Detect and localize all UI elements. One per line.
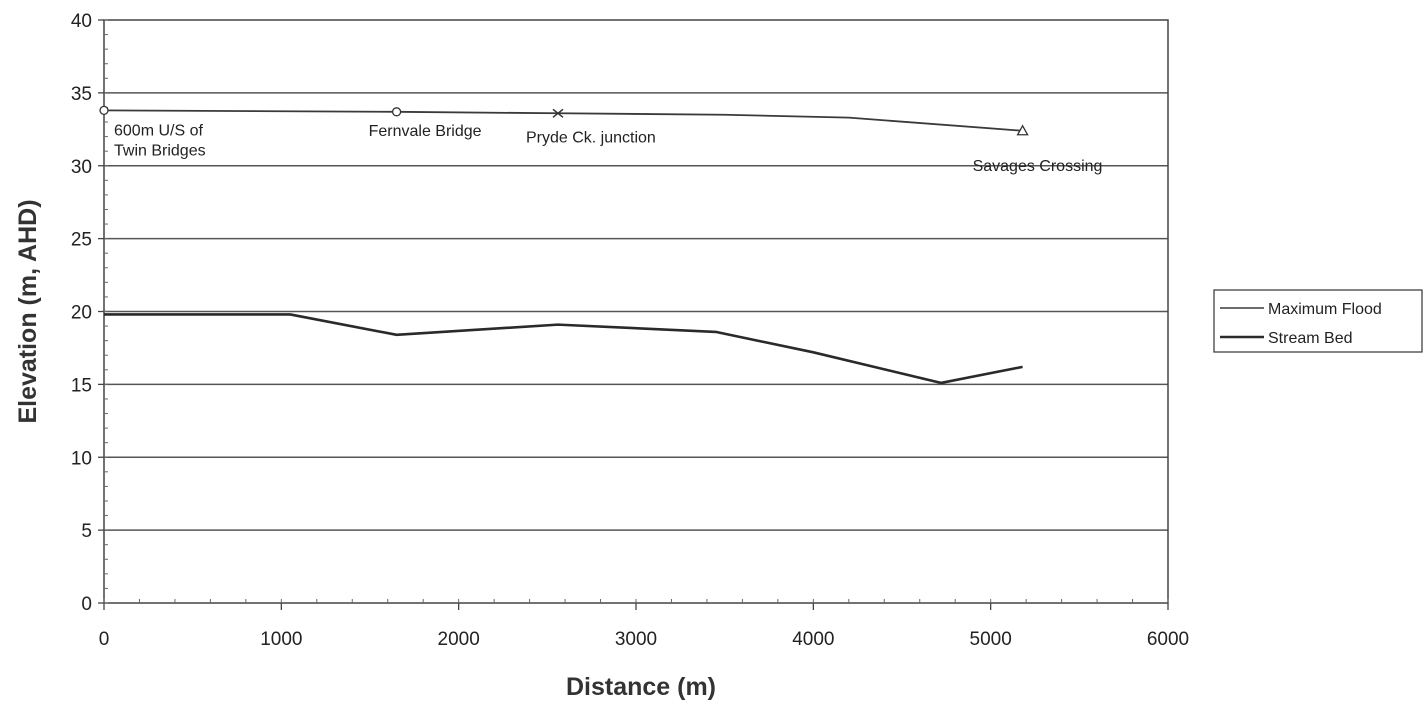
x-tick-label: 2000	[438, 629, 480, 650]
x-tick-label: 4000	[792, 629, 834, 650]
x-tick-label: 1000	[260, 629, 302, 650]
x-tick-label: 5000	[970, 629, 1012, 650]
x-axis-minor-ticks	[103, 599, 1169, 603]
y-axis-tick-labels: 0 5 10 15 20 25 30 35 40	[71, 11, 104, 615]
series-line-stream-bed	[104, 313, 1023, 385]
legend-box	[1213, 289, 1423, 353]
annotation-label: Pryde Ck. junction	[526, 129, 656, 146]
y-axis-minor-ticks	[104, 19, 108, 604]
point-marker	[391, 107, 402, 117]
legend-label: Stream Bed	[1268, 330, 1352, 347]
annotation-label: 600m U/S of	[114, 122, 203, 139]
x-tick-label: 6000	[1147, 629, 1189, 650]
y-tick-label: 15	[71, 375, 92, 396]
y-tick-label: 35	[71, 84, 92, 105]
annotation-label: Savages Crossing	[973, 158, 1103, 175]
y-tick-label: 30	[71, 157, 92, 178]
annotation-layer: 600m U/S of Twin Bridges Fernvale Bridge Pr…	[99, 105, 1103, 175]
y-tick-label: 5	[81, 521, 92, 542]
x-tick-label: 3000	[615, 629, 657, 650]
annotation-label: Twin Bridges	[114, 142, 206, 159]
legend: Maximum Flood Stream Bed	[1213, 289, 1423, 353]
legend-label: Maximum Flood	[1268, 301, 1382, 318]
y-tick-label: 20	[71, 303, 92, 324]
y-tick-label: 0	[81, 594, 92, 615]
x-axis-title: Distance (m)	[566, 673, 716, 701]
y-tick-label: 40	[71, 11, 92, 32]
y-axis-title: Elevation (m, AHD)	[14, 199, 42, 423]
gridlines	[104, 92, 1168, 531]
point-marker	[99, 105, 109, 116]
series-line-maximum-flood	[103, 109, 1023, 132]
point-marker	[1016, 124, 1029, 136]
series-layer	[103, 109, 1023, 385]
x-axis-tick-labels: 0 1000 2000 3000 4000 5000 6000	[99, 603, 1189, 650]
x-tick-label: 0	[99, 629, 110, 650]
annotation-label: Fernvale Bridge	[369, 123, 482, 140]
point-marker	[552, 108, 564, 118]
y-tick-label: 25	[71, 230, 92, 251]
y-tick-label: 10	[71, 448, 92, 469]
